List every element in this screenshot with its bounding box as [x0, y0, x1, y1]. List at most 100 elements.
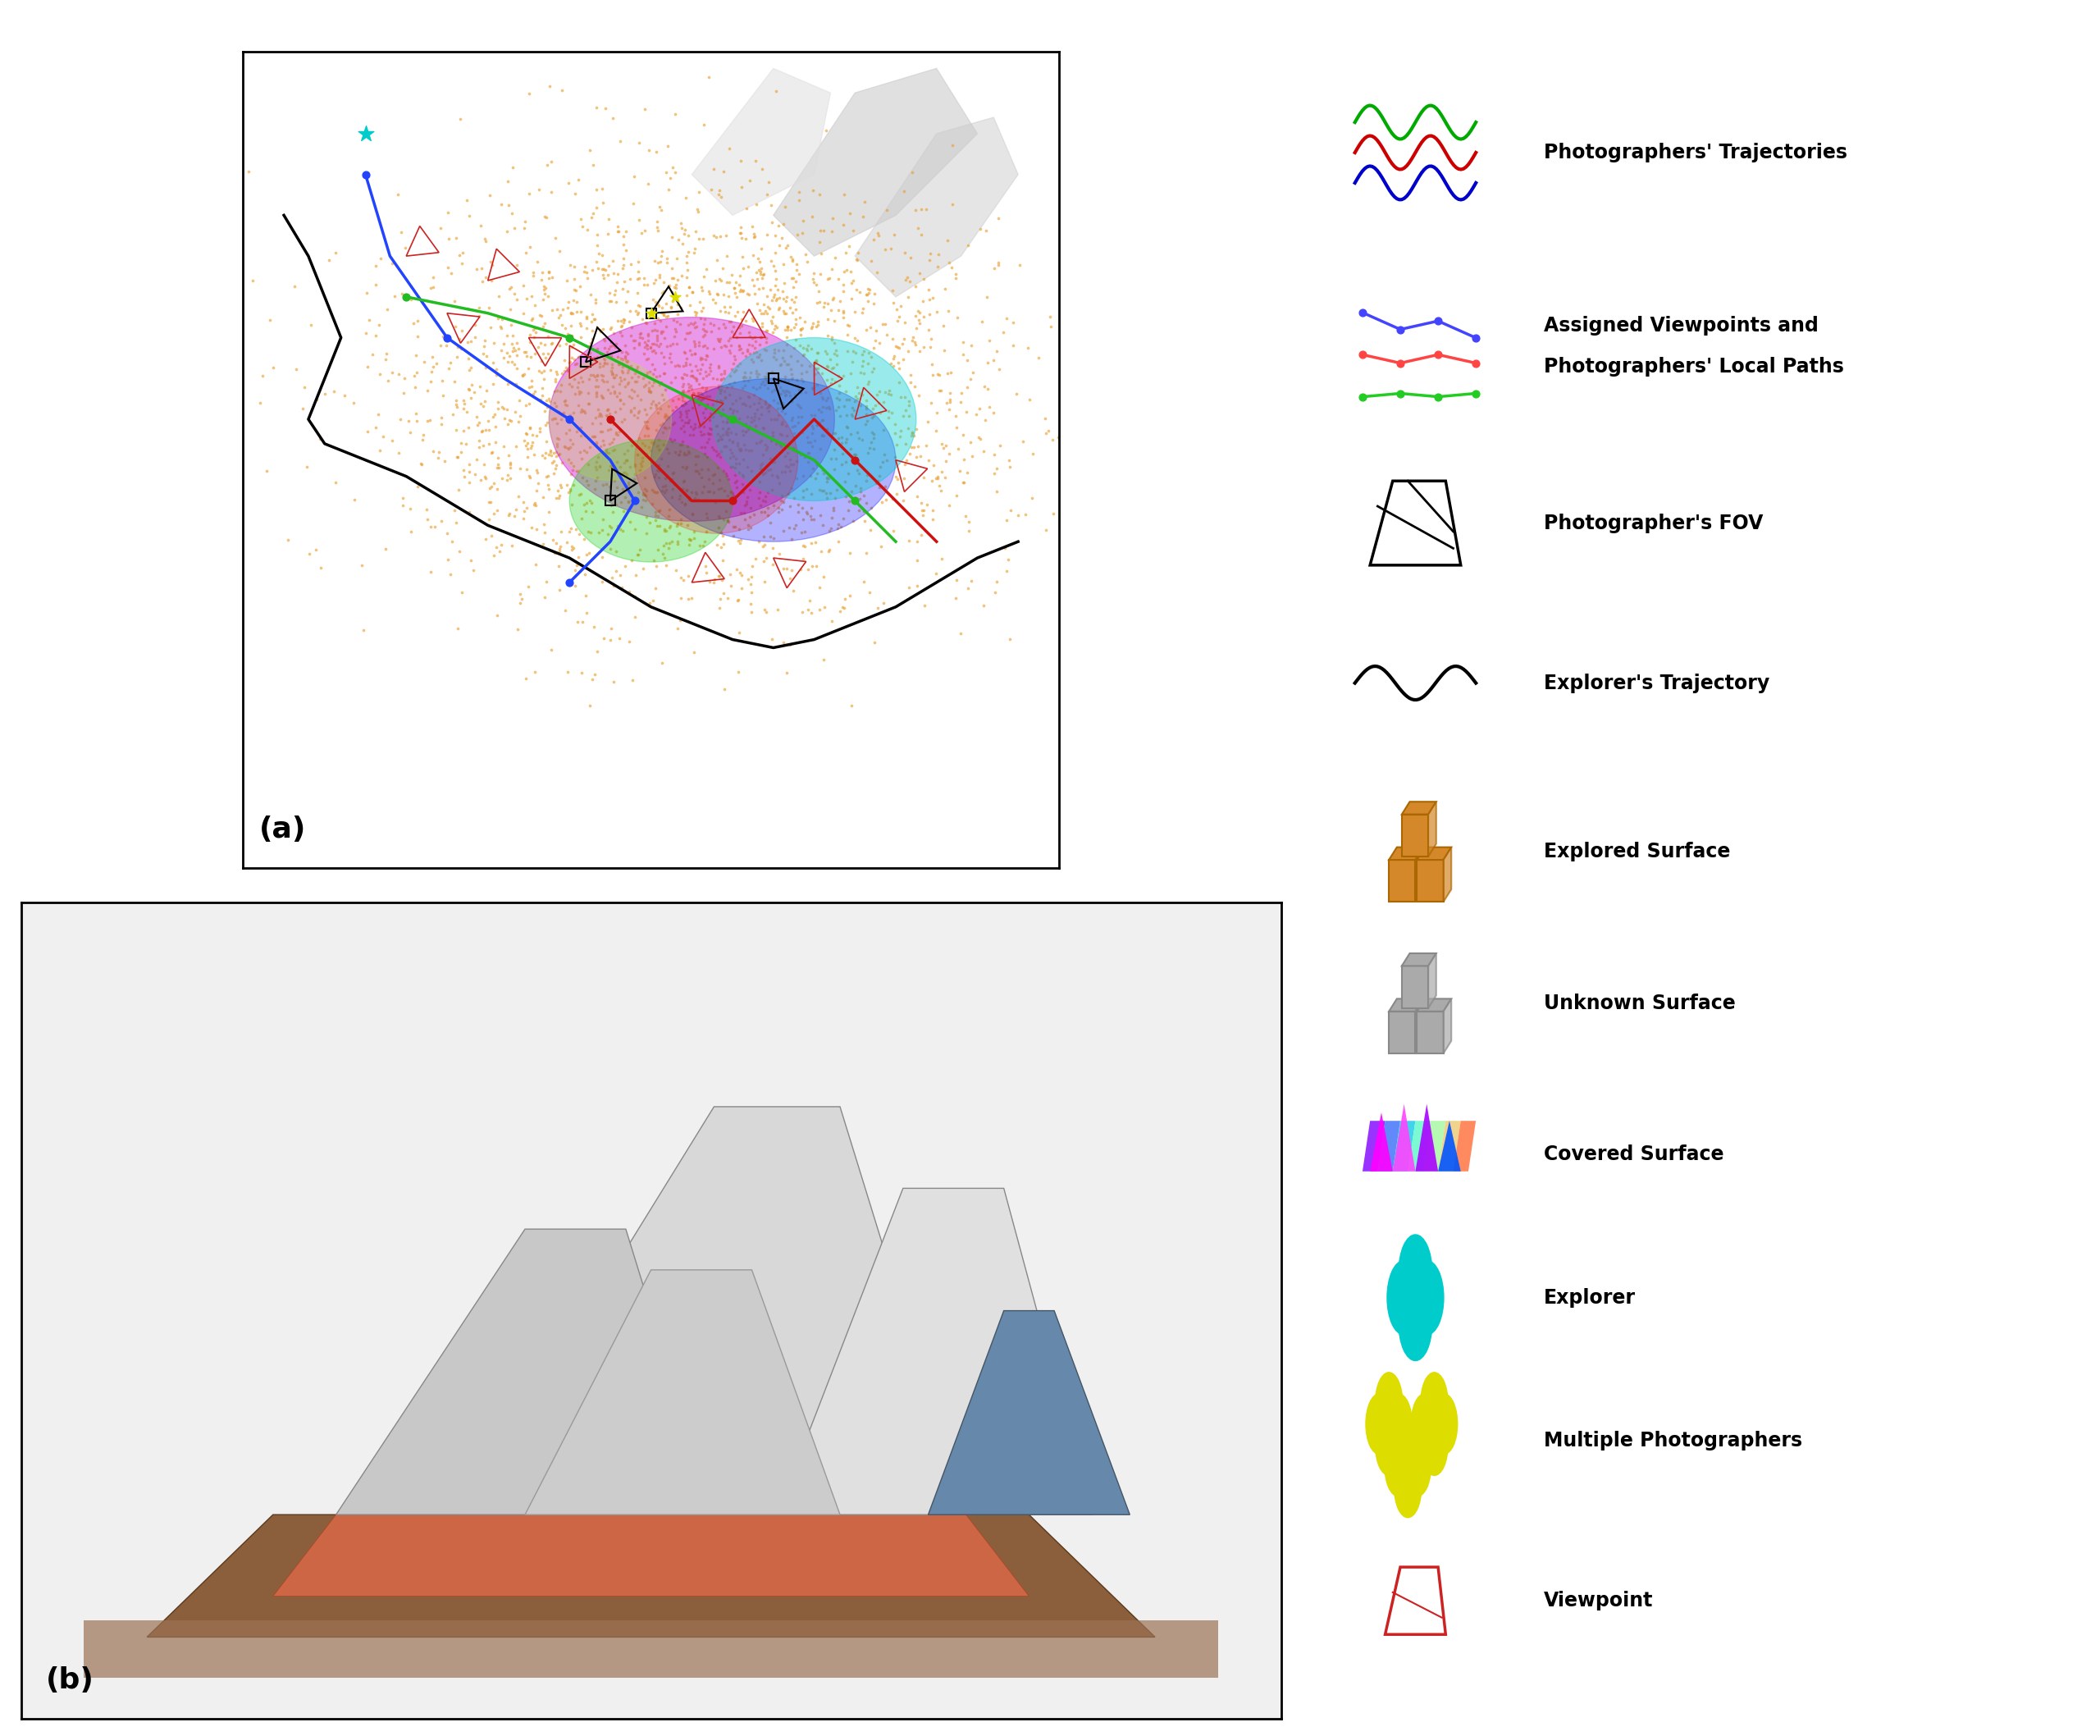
- Point: [584, 453, 617, 481]
- Point: [632, 377, 666, 404]
- Point: [510, 342, 544, 370]
- Point: [554, 514, 588, 542]
- Point: [607, 450, 640, 477]
- Point: [731, 382, 764, 410]
- Point: [525, 382, 559, 410]
- Point: [662, 385, 695, 413]
- Point: [716, 391, 750, 418]
- Point: [567, 257, 601, 285]
- Point: [565, 323, 598, 351]
- Point: [911, 300, 945, 328]
- Point: [794, 429, 827, 457]
- Point: [664, 488, 697, 516]
- Point: [624, 319, 657, 347]
- Point: [651, 401, 685, 429]
- Point: [552, 347, 586, 375]
- Point: [840, 245, 874, 273]
- Point: [712, 370, 746, 398]
- Point: [550, 319, 584, 347]
- Point: [796, 375, 830, 403]
- Point: [712, 507, 746, 535]
- Point: [498, 337, 531, 365]
- Point: [586, 384, 620, 411]
- Point: [737, 406, 771, 434]
- Point: [640, 399, 674, 427]
- Point: [766, 517, 800, 545]
- Point: [424, 214, 458, 241]
- Point: [750, 316, 783, 344]
- Point: [710, 408, 743, 436]
- Point: [603, 385, 636, 413]
- Point: [909, 194, 943, 222]
- Point: [445, 240, 479, 267]
- Point: [521, 516, 554, 543]
- Point: [733, 281, 766, 309]
- Point: [540, 432, 573, 460]
- Point: [628, 340, 662, 368]
- Point: [857, 628, 890, 656]
- Point: [424, 404, 458, 432]
- Point: [813, 392, 846, 420]
- Point: [714, 561, 748, 589]
- Point: [903, 382, 937, 410]
- Point: [771, 330, 804, 358]
- Point: [622, 363, 655, 391]
- Point: [493, 311, 527, 339]
- Point: [714, 356, 748, 384]
- Point: [638, 337, 672, 365]
- Point: [460, 255, 493, 283]
- Point: [830, 255, 863, 283]
- Point: [785, 505, 819, 533]
- Point: [1422, 384, 1455, 411]
- Point: [689, 358, 722, 385]
- Point: [565, 398, 598, 425]
- Point: [472, 488, 506, 516]
- Point: [687, 226, 720, 253]
- Point: [624, 457, 657, 484]
- Point: [653, 502, 687, 529]
- Point: [634, 316, 668, 344]
- Point: [714, 262, 748, 290]
- Point: [838, 387, 871, 415]
- Point: [500, 286, 533, 314]
- Point: [785, 462, 819, 490]
- Point: [452, 201, 485, 229]
- Point: [769, 234, 802, 262]
- Point: [634, 378, 668, 406]
- Point: [867, 311, 901, 339]
- Point: [519, 550, 552, 578]
- Point: [832, 233, 865, 260]
- Point: [922, 377, 956, 404]
- Point: [949, 502, 983, 529]
- Point: [517, 323, 550, 351]
- Point: [706, 281, 739, 309]
- Point: [397, 363, 430, 391]
- Point: [680, 198, 714, 226]
- Point: [546, 311, 580, 339]
- Point: [475, 314, 508, 342]
- Point: [454, 547, 487, 575]
- Point: [775, 247, 808, 274]
- Point: [748, 498, 781, 526]
- Point: [693, 358, 727, 385]
- Point: [510, 493, 544, 521]
- Point: [632, 377, 666, 404]
- Point: [762, 285, 796, 312]
- Text: Explorer's Trajectory: Explorer's Trajectory: [1544, 674, 1770, 693]
- Point: [861, 219, 895, 247]
- Point: [643, 332, 676, 359]
- Point: [668, 408, 701, 436]
- Point: [838, 472, 871, 500]
- Point: [815, 608, 848, 635]
- Point: [580, 366, 613, 394]
- Point: [359, 413, 393, 441]
- Point: [298, 536, 332, 564]
- Point: [638, 248, 672, 276]
- Point: [916, 351, 949, 378]
- Point: [605, 345, 638, 373]
- Point: [435, 349, 468, 377]
- Point: [689, 345, 722, 373]
- Point: [895, 422, 928, 450]
- Point: [977, 347, 1010, 375]
- Polygon shape: [273, 1514, 1029, 1597]
